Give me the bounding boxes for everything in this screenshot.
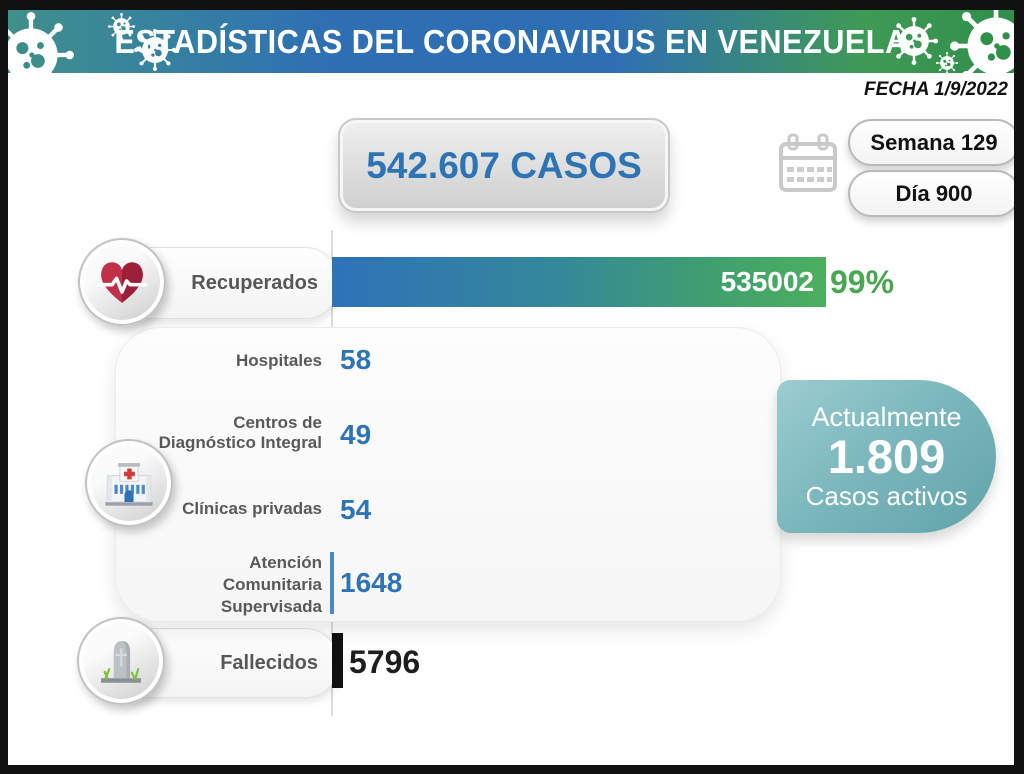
recovered-label: Recuperados — [191, 271, 318, 294]
active-value: 1.809 — [827, 430, 946, 483]
page-title: ESTADÍSTICAS DEL CORONAVIRUS EN VENEZUEL… — [114, 23, 908, 60]
facilities-panel — [115, 327, 781, 622]
active-heading: Actualmente — [811, 402, 962, 432]
week-badge: Semana 129 — [848, 119, 1014, 166]
facility-label-clinicas: Clínicas privadas — [182, 499, 322, 518]
total-cases-badge: 542.607 CASOS — [338, 118, 670, 213]
recovered-icon-circle — [78, 238, 166, 326]
tombstone-icon — [101, 641, 141, 683]
facility-value-hospitales: 58 — [340, 344, 372, 375]
active-caption: Casos activos — [805, 481, 968, 511]
deceased-icon-circle — [77, 617, 165, 705]
deceased-value: 5796 — [349, 644, 421, 680]
recovered-value: 535002 — [720, 266, 814, 297]
facility-label-hospitales: Hospitales — [236, 351, 322, 370]
deceased-label: Fallecidos — [220, 651, 318, 674]
facility-value-clinicas: 54 — [340, 494, 372, 525]
heart-pulse-icon — [96, 262, 148, 303]
total-cases-value: 542.607 CASOS — [366, 144, 642, 186]
infographic-page: ESTADÍSTICAS DEL CORONAVIRUS EN VENEZUEL… — [8, 10, 1014, 765]
recovered-percent: 99% — [830, 264, 895, 300]
facility-label-cdi: Centros de Diagnóstico Integral — [158, 413, 322, 452]
acs-mini-bar — [330, 552, 334, 614]
facility-value-cdi: 49 — [340, 419, 372, 450]
header-band: ESTADÍSTICAS DEL CORONAVIRUS EN VENEZUEL… — [8, 10, 1014, 73]
calendar-icon — [779, 133, 837, 192]
facility-label-acs: Atención Comunitaria Supervisada — [220, 553, 322, 616]
recovered-bar: 535002 — [332, 257, 826, 307]
hospital-icon — [105, 463, 153, 506]
active-cases-badge: Actualmente 1.809 Casos activos — [777, 380, 996, 533]
day-badge: Día 900 — [848, 170, 1014, 217]
date-label: FECHA 1/9/2022 — [864, 79, 1008, 100]
deceased-bar — [332, 633, 343, 688]
facilities-icon-circle — [85, 439, 173, 527]
facility-value-acs: 1648 — [340, 567, 403, 598]
